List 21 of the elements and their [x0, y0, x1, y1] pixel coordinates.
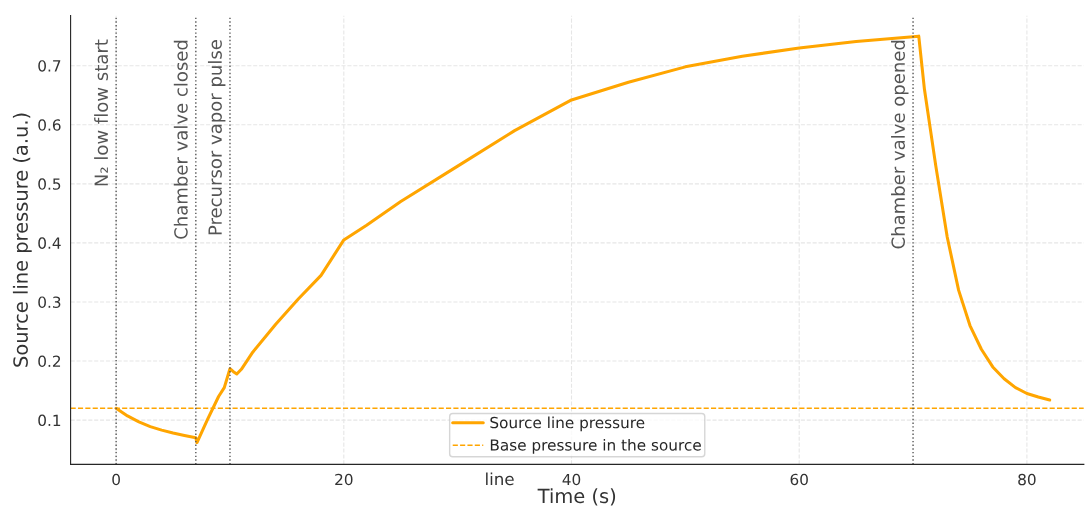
legend-label: Base pressure in the source — [490, 438, 701, 454]
y-tick-label: 0.7 — [38, 60, 61, 72]
x-tick-label: 20 — [335, 473, 353, 486]
legend-label: Source line pressure — [490, 416, 645, 432]
text: line — [486, 472, 514, 486]
y-axis-title: Source line pressure (a.u.) — [12, 113, 32, 367]
ref-line-label: Precursor vapor pulse — [207, 40, 226, 235]
ref-line-label: N₂ low flow start — [94, 39, 109, 186]
y-tick-label: 0.2 — [38, 355, 61, 368]
y-tick-label: 0.1 — [38, 414, 61, 427]
x-axis-title: Time (s) — [537, 488, 616, 506]
y-tick-label: 0.4 — [38, 237, 61, 249]
x-tick-label: 80 — [1018, 473, 1036, 486]
ref-line-label: Chamber valve closed — [173, 40, 188, 239]
y-tick-label: 0.5 — [38, 178, 61, 190]
y-tick-label: 0.3 — [38, 296, 61, 308]
x-tick-label: 0 — [112, 473, 120, 486]
x-tick-label: 40 — [562, 473, 581, 486]
x-tick-label: 60 — [790, 473, 808, 486]
ref-line-label: Chamber valve opened — [891, 40, 909, 249]
y-tick-label: 0.6 — [38, 119, 61, 131]
